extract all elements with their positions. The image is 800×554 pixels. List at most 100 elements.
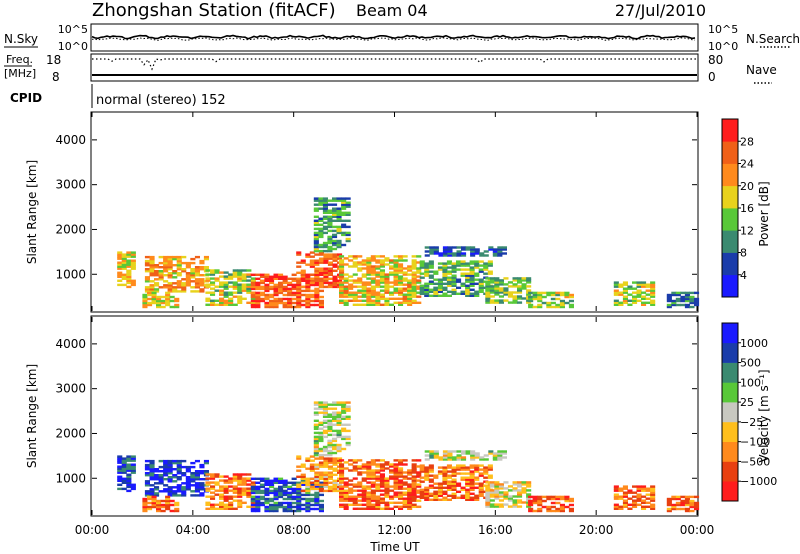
echo-cell: [228, 299, 234, 302]
echo-cell: [451, 280, 457, 283]
echo-cell: [366, 505, 372, 508]
echo-cell: [366, 473, 372, 476]
echo-cell: [389, 259, 395, 262]
echo-cell: [167, 470, 173, 473]
echo-cell: [318, 453, 324, 457]
echo-cell: [526, 481, 532, 484]
echo-cell: [503, 287, 509, 290]
y-tick-label: 1000: [55, 471, 86, 485]
echo-cell: [176, 468, 182, 471]
echo-cell: [345, 417, 351, 420]
echo-cell: [442, 262, 448, 265]
echo-cell: [389, 303, 395, 306]
echo-cell: [203, 255, 209, 259]
echo-cell: [370, 469, 376, 472]
echo-cell: [370, 477, 376, 480]
echo-cell: [332, 211, 338, 214]
echo-cell: [185, 468, 191, 471]
echo-cell: [185, 264, 191, 267]
echo-cell: [336, 239, 342, 243]
echo-cell: [318, 509, 324, 513]
echo-cell: [282, 279, 288, 282]
echo-cell: [314, 295, 320, 299]
echo-cell: [675, 503, 681, 507]
echo-cell: [336, 417, 342, 420]
echo-cell: [318, 485, 324, 489]
colorbar-segment: [722, 119, 738, 142]
echo-cell: [559, 293, 565, 297]
echo-cell: [332, 283, 338, 287]
echo-cell: [370, 505, 376, 508]
echo-cell: [341, 203, 347, 206]
echo-cell: [517, 281, 523, 284]
echo-cell: [205, 483, 211, 486]
echo-cell: [442, 480, 448, 483]
echo-cell: [313, 401, 319, 404]
echo-cell: [117, 461, 123, 464]
echo-cell: [424, 282, 430, 285]
echo-cell: [339, 267, 345, 270]
echo-cell: [144, 492, 150, 495]
echo-cell: [165, 503, 171, 507]
echo-cell: [636, 291, 642, 294]
echo-cell: [309, 477, 315, 480]
echo-cell: [398, 259, 404, 262]
echo-cell: [446, 464, 452, 467]
echo-cell: [393, 487, 399, 490]
echo-cell: [447, 454, 453, 457]
echo-cell: [465, 466, 471, 469]
echo-cell: [348, 497, 354, 500]
echo-cell: [228, 507, 234, 510]
echo-cell: [497, 452, 503, 455]
echo-cell: [402, 277, 408, 280]
freq-unit-label: [MHz]: [4, 67, 36, 80]
echo-cell: [246, 473, 252, 476]
echo-cell: [470, 450, 476, 453]
echo-cell: [526, 505, 532, 508]
echo-cell: [322, 407, 328, 410]
echo-cell: [357, 503, 363, 506]
echo-cell: [341, 407, 347, 410]
echo-cell: [273, 303, 279, 307]
echo-cell: [375, 299, 381, 302]
echo-cell: [318, 449, 324, 453]
echo-cell: [407, 287, 413, 290]
echo-cell: [339, 497, 345, 500]
echo-cell: [296, 295, 302, 299]
echo-cell: [232, 473, 238, 476]
echo-cell: [322, 409, 328, 412]
echo-cell: [323, 473, 329, 476]
echo-cell: [384, 505, 390, 508]
echo-cell: [680, 503, 686, 507]
echo-cell: [416, 291, 422, 294]
echo-cell: [332, 259, 338, 262]
echo-cell: [278, 481, 284, 484]
echo-cell: [384, 301, 390, 304]
echo-cell: [393, 475, 399, 478]
echo-cell: [469, 294, 475, 297]
echo-cell: [507, 499, 513, 502]
echo-cell: [446, 494, 452, 497]
echo-cell: [287, 297, 293, 301]
echo-cell: [474, 452, 480, 455]
echo-cell: [375, 259, 381, 262]
echo-cell: [176, 274, 182, 277]
echo-cell: [241, 487, 247, 490]
echo-cell: [636, 295, 642, 298]
echo-cell: [194, 470, 200, 473]
echo-cell: [250, 297, 256, 300]
echo-cell: [237, 477, 243, 480]
echo-cell: [675, 291, 681, 295]
echo-cell: [318, 301, 324, 305]
echo-cell: [314, 501, 320, 505]
echo-cell: [269, 485, 275, 489]
echo-cell: [156, 507, 162, 511]
echo-cell: [384, 283, 390, 286]
echo-cell: [264, 507, 270, 511]
echo-cell: [537, 503, 543, 507]
echo-cell: [327, 223, 333, 226]
echo-cell: [555, 303, 561, 307]
echo-cell: [199, 290, 205, 293]
echo-cell: [489, 499, 495, 502]
echo-cell: [485, 291, 491, 294]
